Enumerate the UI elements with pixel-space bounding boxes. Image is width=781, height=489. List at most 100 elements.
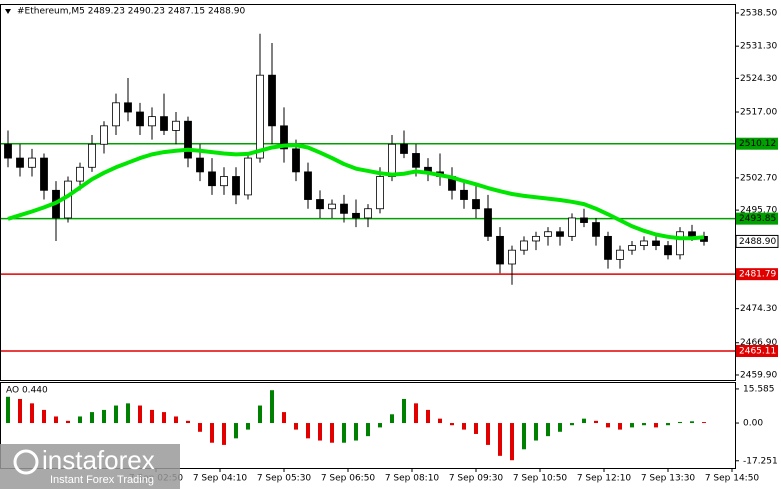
candle-body <box>100 125 108 145</box>
ao-bar <box>294 423 298 430</box>
ao-bar <box>270 390 274 424</box>
level-label: 2481.79 <box>739 270 776 280</box>
level-label-box <box>736 344 778 357</box>
candle-body <box>256 74 264 159</box>
ao-bar <box>582 418 586 424</box>
ao-bar <box>402 398 406 424</box>
candle-body <box>220 176 228 187</box>
y-tick-label: 2459.90 <box>740 370 777 380</box>
ao-bar <box>702 422 706 424</box>
candle-body <box>4 143 12 159</box>
candle-body <box>328 203 336 210</box>
y-tick-label: 2466.90 <box>740 338 777 348</box>
candle-body <box>508 249 516 265</box>
ao-bar <box>450 423 454 426</box>
candle-body <box>556 231 564 237</box>
watermark: instaforex Instant Forex Trading <box>0 444 180 489</box>
candle-body <box>244 157 252 196</box>
ao-bar <box>30 403 34 424</box>
candle-body <box>604 235 612 260</box>
candle-body <box>148 116 156 127</box>
candle-body <box>184 120 192 159</box>
ao-bar <box>498 423 502 456</box>
ao-bar <box>462 423 466 430</box>
ao-bar <box>534 423 538 441</box>
candle-body <box>292 148 300 173</box>
y-tick-label: 15.585 <box>743 384 775 394</box>
ao-bar <box>558 423 562 432</box>
watermark-logo <box>13 449 39 475</box>
candle-body <box>616 249 624 260</box>
x-tick-label: 7 Sep 08:10 <box>385 474 440 484</box>
last-price-box <box>735 234 779 248</box>
ao-bar <box>162 412 166 424</box>
candle-body <box>232 176 240 196</box>
ao-bar <box>342 423 346 443</box>
y-tick-label: 2538.50 <box>740 9 777 19</box>
candle-body <box>208 171 216 187</box>
x-tick-label: 7 Sep 14:50 <box>705 474 760 484</box>
candle-body <box>16 157 24 168</box>
ao-bar <box>678 421 682 424</box>
y-tick-label: 2517.00 <box>740 108 777 118</box>
moving-average <box>7 143 705 241</box>
ao-bar <box>138 405 142 424</box>
last-price-label: 2488.90 <box>739 237 776 247</box>
candle-body <box>388 143 396 177</box>
ao-bar <box>570 423 574 426</box>
x-tick-label: 7 Sep 09:30 <box>449 474 504 484</box>
ao-bar <box>258 405 262 424</box>
candle-body <box>640 240 648 246</box>
ao-bar <box>414 403 418 424</box>
ao-bar <box>54 416 58 424</box>
x-tick-label: 7 Sep 05:30 <box>257 474 312 484</box>
ao-bar <box>474 423 478 434</box>
ao-bar <box>438 418 442 424</box>
x-tick-label: 7 Sep 12:10 <box>577 474 632 484</box>
candle-body <box>196 157 204 173</box>
ao-bar <box>90 412 94 424</box>
ao-bar <box>174 416 178 424</box>
x-tick-label: 7 Sep 06:50 <box>321 474 376 484</box>
ao-bar <box>282 412 286 424</box>
candle-body <box>112 102 120 127</box>
y-tick-label: -17.251 <box>743 456 778 466</box>
ao-panel <box>0 382 736 469</box>
level-label: 2465.11 <box>739 346 776 356</box>
ao-bar <box>234 423 238 439</box>
candle-body <box>532 235 540 242</box>
ao-bar <box>246 423 250 430</box>
level-label-box <box>736 137 778 150</box>
y-tick-label: 2502.70 <box>740 173 777 183</box>
level-label: 2510.12 <box>739 139 776 149</box>
ao-bar <box>690 421 694 424</box>
ao-bar <box>318 423 322 441</box>
ao-bar <box>114 405 118 424</box>
ao-bar <box>486 423 490 445</box>
candle-body <box>484 208 492 237</box>
ao-bar <box>426 409 430 424</box>
ao-title: AO 0.440 <box>6 386 48 396</box>
candle-body <box>544 231 552 237</box>
candle-body <box>400 143 408 154</box>
ao-bar <box>186 420 190 424</box>
ao-bar <box>666 423 670 426</box>
ao-bar <box>390 414 394 424</box>
candle-body <box>268 74 276 127</box>
ao-bar <box>66 420 70 424</box>
y-tick-label: 2524.30 <box>740 74 777 84</box>
ao-bar <box>594 420 598 424</box>
candle-body <box>568 217 576 237</box>
candle-body <box>496 235 504 265</box>
candle-body <box>652 240 660 246</box>
ao-bar <box>606 423 610 428</box>
ao-bar <box>42 409 46 424</box>
ao-bar <box>510 423 514 461</box>
ao-bar <box>522 423 526 450</box>
ao-bar <box>102 409 106 424</box>
candle-body <box>124 102 132 113</box>
chart-title: #Ethereum,M5 2489.23 2490.23 2487.15 248… <box>17 7 245 17</box>
candle-body <box>352 212 360 219</box>
watermark-tagline: Instant Forex Trading <box>50 474 154 486</box>
